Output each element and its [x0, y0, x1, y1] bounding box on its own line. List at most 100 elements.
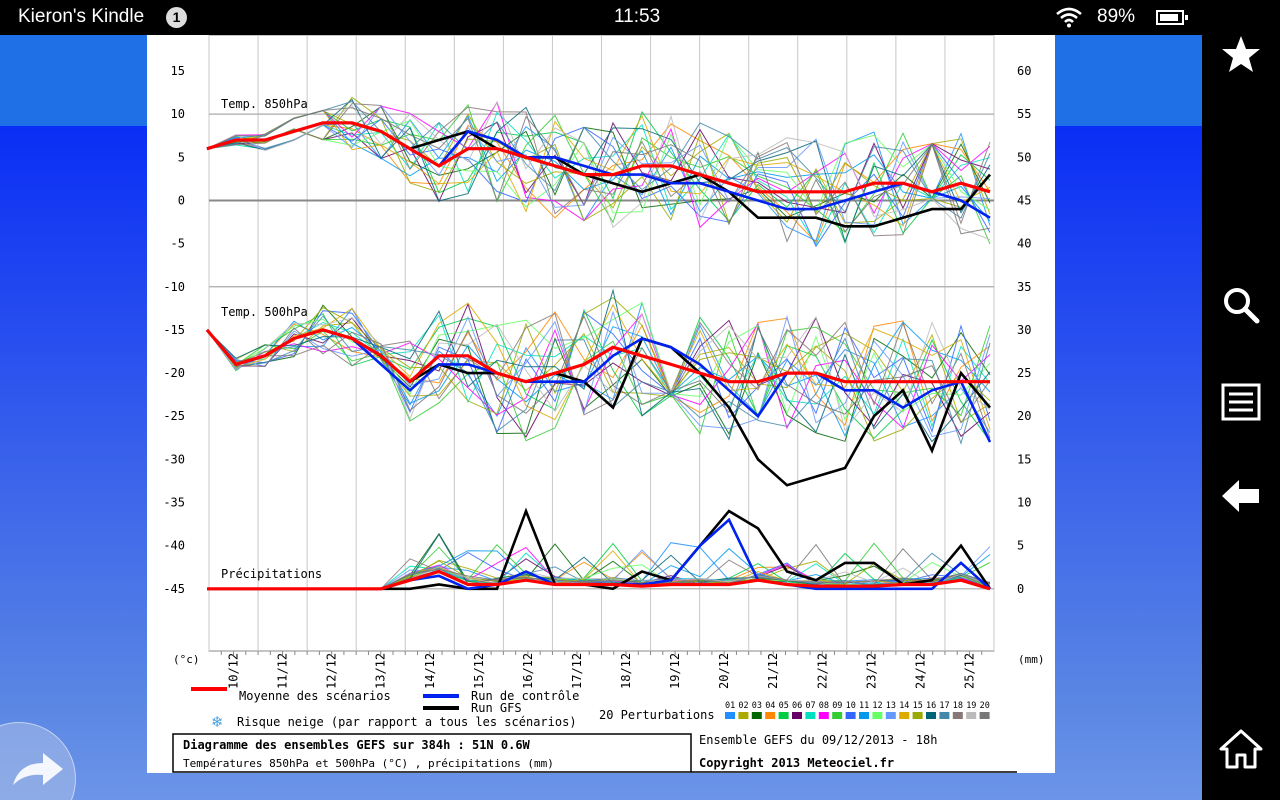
- axis-labels: 151050-5-10-15-20-25-30-35-40-4560555045…: [163, 64, 1031, 689]
- pert-16-t850: [206, 98, 991, 244]
- y-tick-left: -20: [163, 366, 185, 380]
- x-tick-label: 20/12: [717, 653, 731, 689]
- pert-swatch-07: [805, 712, 816, 719]
- chart-panel: 15 10 5 0 -5 -10 -15 -20 -25 -30 -35 -40 -45 60 55 50 45…: [147, 35, 1055, 773]
- pert-id-label: 06: [792, 701, 802, 711]
- pert-12-t500: [206, 302, 991, 421]
- pert-14-t500: [206, 302, 991, 430]
- pert-15-t850: [206, 96, 991, 225]
- pert-id-label: 10: [846, 701, 856, 711]
- pert-id-label: 04: [765, 701, 775, 711]
- pert-swatch-05: [778, 712, 789, 719]
- left-unit: (°c): [173, 653, 200, 666]
- series-mean-precip: [207, 569, 991, 591]
- y-tick-right: 45: [1017, 193, 1031, 207]
- pert-swatch-14: [899, 712, 910, 719]
- star-icon[interactable]: [1219, 33, 1263, 77]
- pert-swatch-12: [872, 712, 883, 719]
- battery-percent: 89%: [1097, 6, 1136, 27]
- pert-18-t500: [206, 312, 991, 439]
- pert-swatch-18: [952, 712, 963, 719]
- y-tick-right: 50: [1017, 150, 1031, 164]
- y-tick-right: 35: [1017, 280, 1031, 294]
- y-tick-left: 15: [171, 64, 185, 78]
- x-tick-label: 14/12: [423, 653, 437, 689]
- snowflake-icon: ❄: [211, 713, 224, 731]
- y-tick-left: 10: [171, 107, 185, 121]
- pert-swatch-09: [832, 712, 843, 719]
- x-tick-label: 18/12: [619, 653, 633, 689]
- legend-gfs-label: Run GFS: [471, 701, 522, 715]
- series-mean-t850: [206, 121, 991, 194]
- pert-id-label: 01: [725, 701, 735, 711]
- pert-swatch-17: [939, 712, 950, 719]
- legend-control-label: Run de contrôle: [471, 689, 579, 703]
- main-series: [205, 121, 992, 591]
- right-unit: (mm): [1018, 653, 1045, 666]
- x-tick-label: 13/12: [374, 653, 388, 689]
- pert-swatch-11: [859, 712, 869, 719]
- y-tick-left: 5: [178, 150, 185, 164]
- y-tick-left: -15: [163, 323, 185, 337]
- x-tick-label: 24/12: [913, 653, 927, 689]
- y-tick-left: -35: [163, 496, 185, 510]
- y-tick-right: 5: [1017, 539, 1024, 553]
- search-icon[interactable]: [1219, 283, 1263, 327]
- y-tick-right: 0: [1017, 582, 1024, 596]
- status-bar: Kieron's Kindle 1 11:53 89%: [0, 0, 1202, 35]
- pert-swatch-03: [751, 712, 762, 719]
- pert-id-label: 05: [779, 701, 789, 711]
- copyright: Copyright 2013 Meteociel.fr: [699, 756, 894, 770]
- pert-10-t500: [206, 310, 991, 434]
- y-tick-right: 10: [1017, 496, 1031, 510]
- y-tick-left: -25: [163, 409, 185, 423]
- x-tick-label: 10/12: [227, 653, 241, 689]
- notification-badge[interactable]: 1: [166, 7, 187, 28]
- legend-perturbations-label: 20 Perturbations: [599, 708, 715, 722]
- pert-19-t850: [206, 100, 991, 240]
- clock: 11:53: [614, 6, 661, 27]
- pert-19-t500: [206, 312, 991, 432]
- x-tick-label: 15/12: [472, 653, 486, 689]
- home-icon[interactable]: [1219, 727, 1263, 771]
- pert-swatch-16: [926, 712, 936, 719]
- kindle-nav-bar: [1202, 0, 1280, 800]
- pert-swatch-10: [845, 712, 856, 719]
- series-gfs-precip: [207, 507, 992, 591]
- battery-icon: [1156, 10, 1188, 25]
- pert-13-t500: [206, 310, 991, 438]
- pert-id-label: 18: [953, 701, 963, 711]
- back-arrow-icon[interactable]: [1219, 474, 1263, 518]
- menu-icon[interactable]: [1219, 380, 1263, 424]
- pert-swatch-20: [979, 712, 990, 719]
- y-tick-right: 25: [1017, 366, 1031, 380]
- pert-id-label: 13: [886, 701, 896, 711]
- y-tick-right: 30: [1017, 323, 1031, 337]
- perturbation-legend: 01 02 03 04 05 06 07 08 09 10 11 12 13 14 15 16 17 18 19 20: [725, 701, 990, 719]
- x-tick-label: 22/12: [815, 653, 829, 689]
- y-tick-right: 60: [1017, 64, 1031, 78]
- y-tick-left: -45: [163, 582, 185, 596]
- pert-id-label: 19: [966, 701, 976, 711]
- share-arrow-icon: [13, 753, 63, 785]
- pert-swatch-04: [765, 712, 776, 719]
- y-tick-left: 0: [178, 193, 185, 207]
- pert-id-label: 16: [926, 701, 936, 711]
- pert-swatch-06: [792, 712, 802, 719]
- pert-swatch-01: [725, 712, 735, 719]
- y-tick-right: 55: [1017, 107, 1031, 121]
- y-tick-left: -40: [163, 539, 185, 553]
- x-tick-label: 25/12: [962, 653, 976, 689]
- pert-id-label: 15: [913, 701, 923, 711]
- pert-id-label: 09: [832, 701, 842, 711]
- label-precip: Précipitations: [221, 567, 322, 581]
- wifi-icon: [1056, 7, 1082, 28]
- gefs-ensemble-chart: 151050-5-10-15-20-25-30-35-40-4560555045…: [163, 35, 1045, 773]
- x-tick-label: 11/12: [276, 653, 290, 689]
- pert-swatch-02: [738, 712, 749, 719]
- y-tick-left: -10: [163, 280, 185, 294]
- chart-subtitle: Températures 850hPa et 500hPa (°C) , pré…: [183, 757, 554, 770]
- y-tick-left: -5: [171, 237, 185, 251]
- pert-swatch-13: [885, 712, 896, 719]
- legend-mean-label: Moyenne des scénarios: [239, 689, 391, 703]
